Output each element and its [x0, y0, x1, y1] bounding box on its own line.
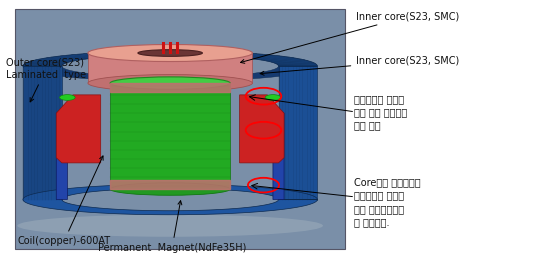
Ellipse shape	[60, 95, 75, 100]
Polygon shape	[88, 53, 252, 83]
Polygon shape	[23, 184, 317, 215]
FancyBboxPatch shape	[14, 8, 345, 249]
Text: Inner core(S23, SMC): Inner core(S23, SMC)	[241, 11, 460, 63]
Polygon shape	[240, 95, 284, 163]
Polygon shape	[110, 180, 230, 189]
Polygon shape	[56, 110, 67, 200]
Text: Outer core(S23)
Laminated  type: Outer core(S23) Laminated type	[6, 58, 86, 102]
Polygon shape	[23, 66, 317, 81]
Text: Permanent  Magnet(NdFe35H): Permanent Magnet(NdFe35H)	[98, 201, 246, 253]
Ellipse shape	[110, 183, 230, 195]
Polygon shape	[56, 95, 101, 163]
Polygon shape	[110, 83, 230, 92]
Ellipse shape	[88, 44, 252, 62]
Polygon shape	[273, 110, 284, 200]
Ellipse shape	[138, 80, 202, 87]
Text: Inner core(S23, SMC): Inner core(S23, SMC)	[260, 56, 460, 75]
Ellipse shape	[88, 75, 252, 92]
Ellipse shape	[110, 77, 230, 89]
Ellipse shape	[17, 215, 323, 237]
Ellipse shape	[138, 50, 202, 56]
Text: 자속흐름에 영향이
없는 부분 중량감소
위해 제거: 자속흐름에 영향이 없는 부분 중량감소 위해 제거	[354, 94, 407, 130]
Polygon shape	[23, 66, 62, 200]
Text: Core고정 부로인하여
자속흐름에 영향안
주는 것을시뮬레이
션 검토했음.: Core고정 부로인하여 자속흐름에 영향안 주는 것을시뮬레이 션 검토했음.	[354, 177, 420, 227]
Ellipse shape	[265, 95, 281, 100]
Polygon shape	[278, 66, 317, 200]
Polygon shape	[110, 83, 230, 189]
Polygon shape	[23, 51, 317, 66]
Text: Coil(copper)-600AT: Coil(copper)-600AT	[17, 156, 110, 246]
